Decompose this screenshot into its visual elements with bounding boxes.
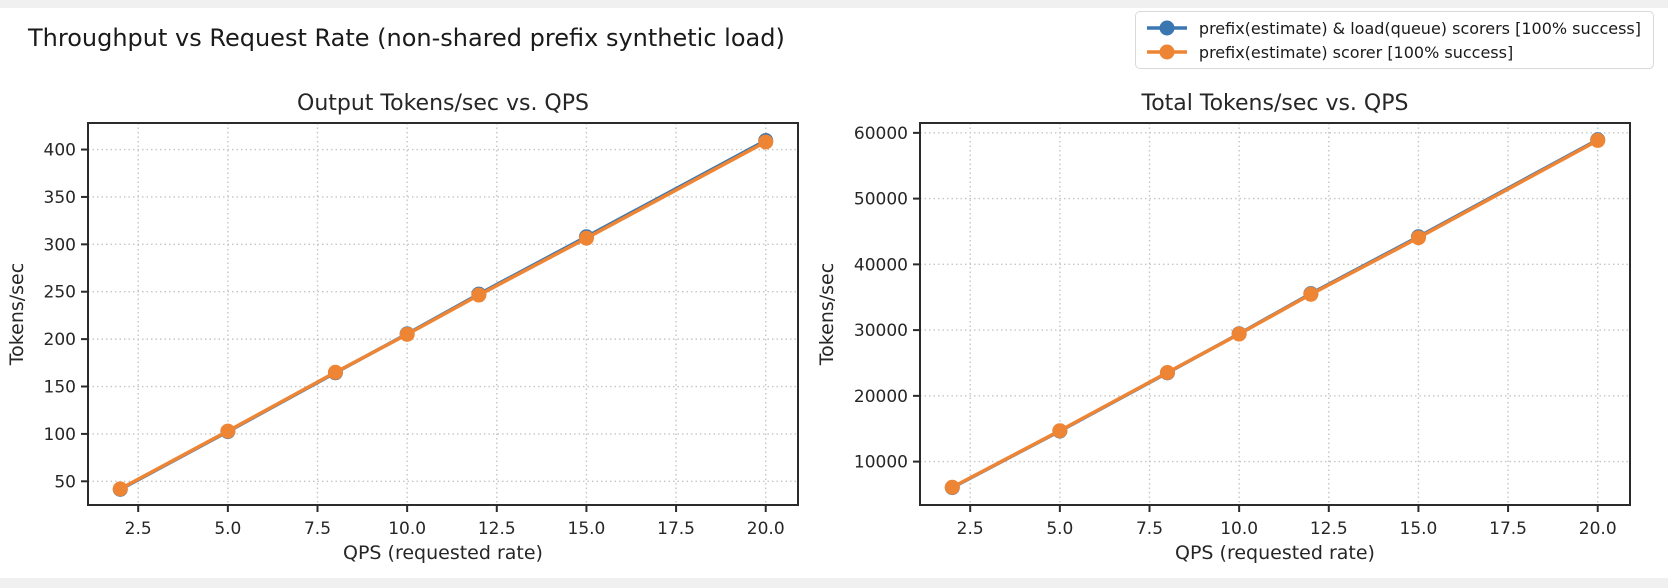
data-point — [399, 326, 415, 342]
y-tick-label: 40000 — [854, 255, 908, 275]
y-tick-label: 100 — [44, 425, 76, 445]
x-axis-label: QPS (requested rate) — [343, 542, 543, 564]
x-tick-label: 20.0 — [1579, 519, 1617, 539]
legend-line-marker-icon — [1146, 44, 1187, 60]
data-point — [944, 479, 960, 495]
x-tick-label: 2.5 — [125, 519, 152, 539]
figure-suptitle: Throughput vs Request Rate (non-shared p… — [28, 24, 785, 52]
chart-total-tokens: 2.5 5.0 7.5 10.0 12.5 15.0 17.5 20.0 10000 20000 3… — [816, 91, 1631, 564]
data-point — [1303, 286, 1319, 302]
y-tick-label: 20000 — [854, 387, 908, 407]
chart-title: Total Tokens/sec vs. QPS — [1141, 91, 1409, 116]
x-tick-label: 20.0 — [747, 519, 785, 539]
y-tick-label: 50 — [54, 472, 76, 492]
figure-canvas — [0, 8, 1668, 578]
data-point — [1231, 326, 1247, 342]
y-tick-label: 10000 — [854, 453, 908, 473]
y-tick-label: 50000 — [854, 190, 908, 210]
data-point — [1410, 230, 1426, 246]
x-tick-label: 17.5 — [1489, 519, 1527, 539]
plot-border — [87, 122, 799, 506]
legend-label: prefix(estimate) & load(queue) scorers [… — [1198, 18, 1641, 38]
y-tick-label: 60000 — [854, 124, 908, 144]
legend-label: prefix(estimate) scorer [100% success] — [1198, 42, 1514, 62]
x-tick-label: 12.5 — [478, 519, 516, 539]
legend-entry: prefix(estimate) & load(queue) scorers [… — [1144, 17, 1641, 39]
y-tick-label: 250 — [44, 283, 76, 303]
y-tick-label: 200 — [44, 330, 76, 350]
x-tick-label: 7.5 — [1136, 519, 1163, 539]
y-tick-label: 150 — [44, 378, 76, 398]
x-axis-label: QPS (requested rate) — [1175, 542, 1375, 564]
data-point — [1159, 365, 1175, 381]
data-point — [1052, 423, 1068, 439]
x-tick-label: 10.0 — [388, 519, 426, 539]
data-point — [220, 423, 236, 439]
y-tick-label: 350 — [44, 188, 76, 208]
x-tick-label: 15.0 — [1400, 519, 1438, 539]
series-line-1 — [118, 140, 768, 491]
legend-box: prefix(estimate) & load(queue) scorers [… — [1134, 11, 1654, 69]
y-tick-label: 30000 — [854, 321, 908, 341]
data-point — [758, 134, 774, 150]
legend-entry: prefix(estimate) scorer [100% success] — [1144, 41, 1641, 63]
legend-line-marker-icon — [1146, 20, 1187, 36]
data-point — [327, 364, 343, 380]
y-tick-label: 300 — [44, 235, 76, 255]
y-tick-label: 400 — [44, 141, 76, 161]
x-tick-label: 10.0 — [1220, 519, 1258, 539]
plot-border — [919, 122, 1631, 506]
x-tick-label: 17.5 — [657, 519, 695, 539]
x-tick-label: 2.5 — [957, 519, 984, 539]
data-point — [578, 230, 594, 246]
chart-title: Output Tokens/sec vs. QPS — [297, 91, 589, 116]
x-tick-label: 12.5 — [1310, 519, 1348, 539]
series-line-1 — [950, 138, 1600, 489]
chart-output-tokens: 2.5 5.0 7.5 10.0 12.5 15.0 17.5 20.0 50 100 150 200… — [6, 91, 799, 564]
x-tick-label: 15.0 — [568, 519, 606, 539]
y-axis-label: Tokens/sec — [816, 263, 838, 366]
data-point — [112, 481, 128, 497]
data-point — [471, 287, 487, 303]
x-tick-label: 7.5 — [304, 519, 331, 539]
y-axis-label: Tokens/sec — [6, 263, 28, 366]
x-tick-label: 5.0 — [1046, 519, 1073, 539]
data-point — [1590, 132, 1606, 148]
x-tick-label: 5.0 — [214, 519, 241, 539]
